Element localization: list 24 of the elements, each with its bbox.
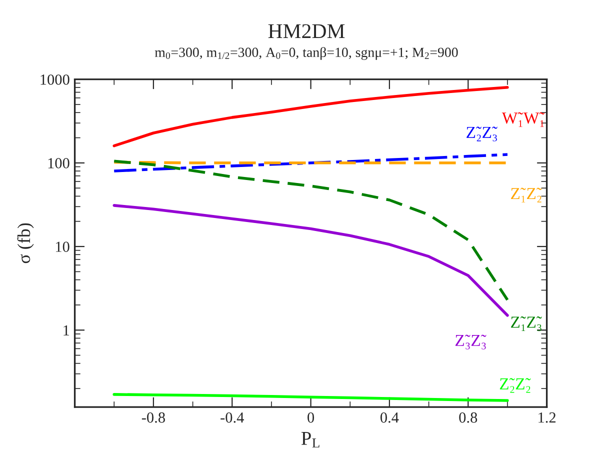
line-series bbox=[112, 160, 509, 302]
y-tick-label: 10 bbox=[56, 242, 70, 252]
y-axis-title: σ (fb) bbox=[17, 223, 34, 264]
x-axis-title: P$_{L}$ bbox=[301, 432, 320, 448]
series-label: W̃₁W̃₁ bbox=[502, 112, 545, 127]
series-label: Z̃₃Z̃₃ bbox=[455, 334, 486, 350]
series-label: Z̃₂Z̃₂ bbox=[500, 378, 531, 393]
series-label: Z̃₁Z̃₃ bbox=[511, 316, 542, 332]
y-tick-label: 1000 bbox=[40, 74, 70, 85]
x-tick-label: -0.8 bbox=[142, 412, 165, 423]
series-label: Z̃₂Z̃₃ bbox=[466, 126, 498, 142]
line-series bbox=[112, 204, 509, 317]
line-series bbox=[112, 153, 509, 172]
line-series bbox=[112, 393, 509, 402]
x-tick-label: 0.8 bbox=[459, 412, 478, 423]
chart-title: HM2DM bbox=[268, 24, 345, 38]
y-tick-label: 1 bbox=[64, 325, 70, 336]
x-tick-label: 1.2 bbox=[538, 412, 556, 423]
y-tick-label: 100 bbox=[48, 158, 70, 168]
x-tick-label: 0.4 bbox=[380, 412, 399, 423]
text: m$_{0}$=300, m$_{1/2}$=300, A$_{0}$=0, tanβ=10, sgnμ=+1; M$_{2}$=900 bbox=[154, 47, 458, 60]
series-label: Z̃₁Z̃₂ bbox=[511, 188, 542, 202]
x-tick-label: 0 bbox=[308, 412, 314, 423]
x-tick-label: -0.4 bbox=[220, 412, 244, 423]
